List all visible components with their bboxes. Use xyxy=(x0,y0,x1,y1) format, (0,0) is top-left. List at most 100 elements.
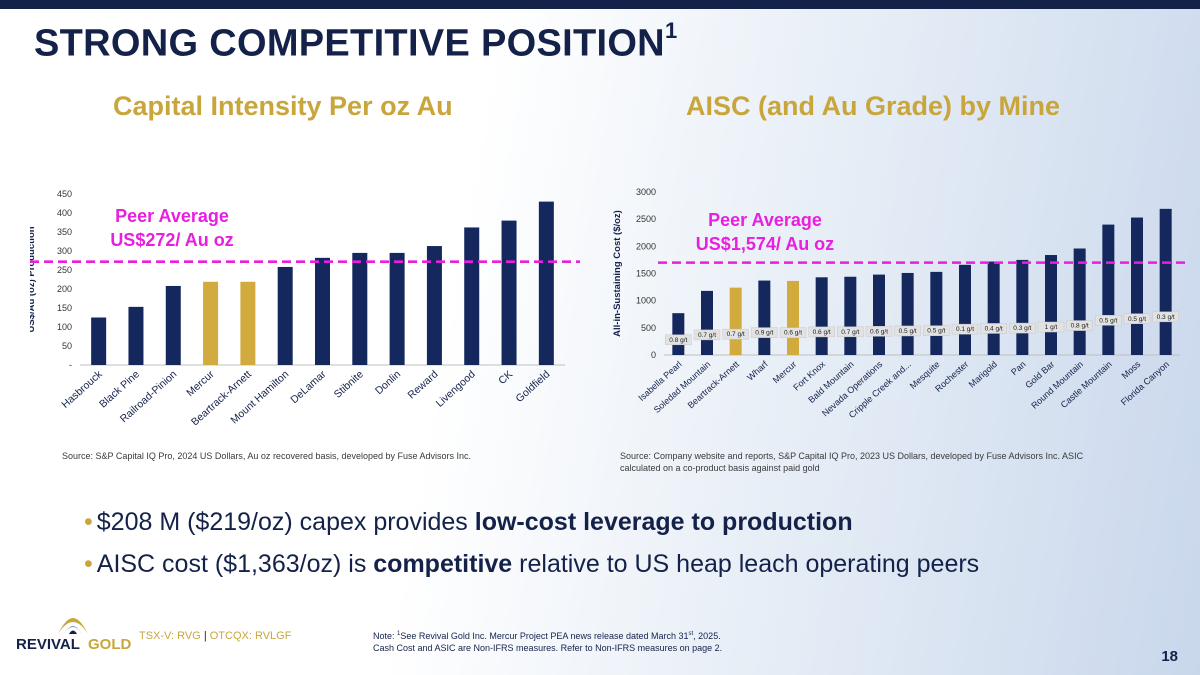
left-source-note: Source: S&P Capital IQ Pro, 2024 US Doll… xyxy=(62,451,472,461)
bar-gold-bar xyxy=(1045,255,1057,355)
grade-label-box xyxy=(980,323,1007,334)
y-tick-label: 2000 xyxy=(636,241,656,251)
grade-label: 0.6 g/t xyxy=(813,329,831,336)
key-points: • $208 M ($219/oz) capex provides low-cos… xyxy=(84,508,979,592)
bar-wharf xyxy=(758,280,771,355)
grade-label-box xyxy=(722,328,749,340)
logo-mark-icon xyxy=(58,618,88,634)
grade-label: 0.8 g/t xyxy=(1071,323,1089,330)
y-tick-label: 250 xyxy=(57,265,72,275)
y-tick-label: 350 xyxy=(57,227,72,237)
bar-stibnite xyxy=(352,252,368,365)
bar-moss xyxy=(1131,217,1143,355)
bar-mercur xyxy=(787,280,799,355)
grade-label-box xyxy=(837,326,864,338)
bar-reward xyxy=(426,246,442,365)
grade-label: 1 g/t xyxy=(1045,324,1058,331)
grade-label-box xyxy=(1066,320,1093,331)
grade-label: 0.6 g/t xyxy=(870,328,888,335)
grade-label: 0.9 g/t xyxy=(755,330,773,337)
bar-round-mountain xyxy=(1073,248,1086,355)
bar-rochester xyxy=(959,264,971,355)
grade-label-box xyxy=(923,325,950,336)
bar-ck xyxy=(501,220,517,365)
x-tick-label: Marigold xyxy=(967,359,999,390)
grade-label-box xyxy=(1037,321,1065,333)
x-tick-label: CK xyxy=(496,368,515,387)
bar-bald-mountain xyxy=(844,276,857,355)
peer-average-label: Peer Average xyxy=(708,210,822,230)
bar-goldfield xyxy=(538,201,554,365)
bar-pan xyxy=(1016,259,1029,355)
bar-black-pine xyxy=(128,306,144,365)
x-tick-label: Mercur xyxy=(184,368,217,399)
grade-label: 0.7 g/t xyxy=(841,329,859,336)
grade-label-box xyxy=(779,327,807,338)
grade-label-box xyxy=(1152,311,1179,323)
grade-label: 0.5 g/t xyxy=(1099,317,1117,324)
grade-label: 0.4 g/t xyxy=(985,325,1003,332)
bar-hasbrouck xyxy=(91,317,107,365)
page-number: 18 xyxy=(1161,648,1178,665)
x-tick-label: DeLamar xyxy=(288,368,328,406)
capital-intensity-chart: - 50 100 150 200 250 300 350 400 450 US$/Au (oz) P… xyxy=(26,180,590,428)
left-chart-title: Capital Intensity Per oz Au xyxy=(113,91,453,121)
y-tick-label: 400 xyxy=(57,208,72,218)
x-tick-label: Reward xyxy=(406,368,441,401)
grade-label-box xyxy=(665,334,692,346)
bullet-dot: • xyxy=(84,550,93,578)
y-tick-label: 2500 xyxy=(636,214,656,224)
aisc-chart: 0 500 1000 1500 2000 2500 3000 All-in-Sustainin… xyxy=(608,180,1193,425)
bar-railroad-pinion xyxy=(165,285,181,365)
y-tick-label: 0 xyxy=(651,350,656,360)
x-tick-label: Goldfield xyxy=(514,368,553,405)
peer-average-value: US$272/ Au oz xyxy=(110,230,233,250)
bar-beartrack-arnett xyxy=(240,281,256,365)
x-tick-label: Beartrack-Arnett xyxy=(686,359,742,411)
grade-label: 0.3 g/t xyxy=(1157,314,1175,321)
y-tick-label: 50 xyxy=(62,341,72,351)
bar-marigold xyxy=(987,261,1000,355)
grade-label: 0.6 g/t xyxy=(784,330,802,337)
y-tick-label: 300 xyxy=(57,246,72,256)
bar-beartrack-arnett xyxy=(729,287,742,355)
x-tick-label: Livengood xyxy=(434,368,478,409)
y-tick-label: 450 xyxy=(57,189,72,199)
bar-isabella-pearl xyxy=(672,313,685,355)
y-tick-label: 1000 xyxy=(636,296,656,306)
bar-florida-canyon xyxy=(1159,208,1172,355)
grade-label: 0.5 g/t xyxy=(927,328,945,335)
bar-fort-knox xyxy=(815,277,828,355)
peer-average-label: Peer Average xyxy=(115,206,229,226)
grade-label: 0.1 g/t xyxy=(956,326,974,333)
bar-delamar xyxy=(315,257,330,365)
y-tick-label: 100 xyxy=(57,322,72,332)
y-tick-label: 1500 xyxy=(636,269,656,279)
grade-label-box xyxy=(1123,313,1151,325)
bar-soledad-mountain xyxy=(701,290,713,355)
peer-average-value: US$1,574/ Au oz xyxy=(696,234,834,254)
grade-label-box xyxy=(1009,322,1036,334)
grade-label-box xyxy=(865,326,893,337)
bullet-aisc: • AISC cost ($1,363/oz) is competitive re… xyxy=(84,550,980,578)
x-tick-label: Pan xyxy=(1009,359,1028,377)
y-tick-label: 200 xyxy=(57,284,72,294)
x-tick-label: Wharf xyxy=(745,359,770,383)
y-axis-title: All-in-Sustaining Cost ($/oz) xyxy=(612,210,623,337)
y-tick-label: 500 xyxy=(641,323,656,333)
grade-label-box xyxy=(951,323,979,335)
grade-label: 0.5 g/t xyxy=(1128,316,1146,323)
bar-mount-hamilton xyxy=(277,266,293,365)
grade-label-box xyxy=(1095,315,1122,326)
right-source-note: Source: Company website and reports, S&P… xyxy=(620,451,1084,473)
y-tick-label: 3000 xyxy=(636,187,656,197)
y-tick-label: 150 xyxy=(57,303,72,313)
x-tick-label: Donlin xyxy=(373,368,403,397)
y-axis-title: US$/Au (oz) Production xyxy=(30,226,37,332)
grade-label: 0.8 g/t xyxy=(669,337,687,344)
bullet-dot: • xyxy=(84,508,93,536)
grade-label-box xyxy=(751,327,778,338)
bar-cripple-creek-and- xyxy=(901,272,914,355)
grade-label: 0.5 g/t xyxy=(899,328,917,335)
logo-wordmark-revival: REVIVAL xyxy=(16,636,80,653)
